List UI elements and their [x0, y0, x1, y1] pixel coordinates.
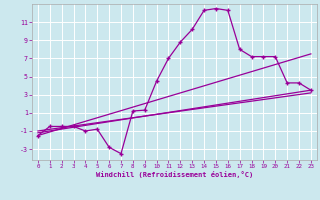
X-axis label: Windchill (Refroidissement éolien,°C): Windchill (Refroidissement éolien,°C) [96, 171, 253, 178]
